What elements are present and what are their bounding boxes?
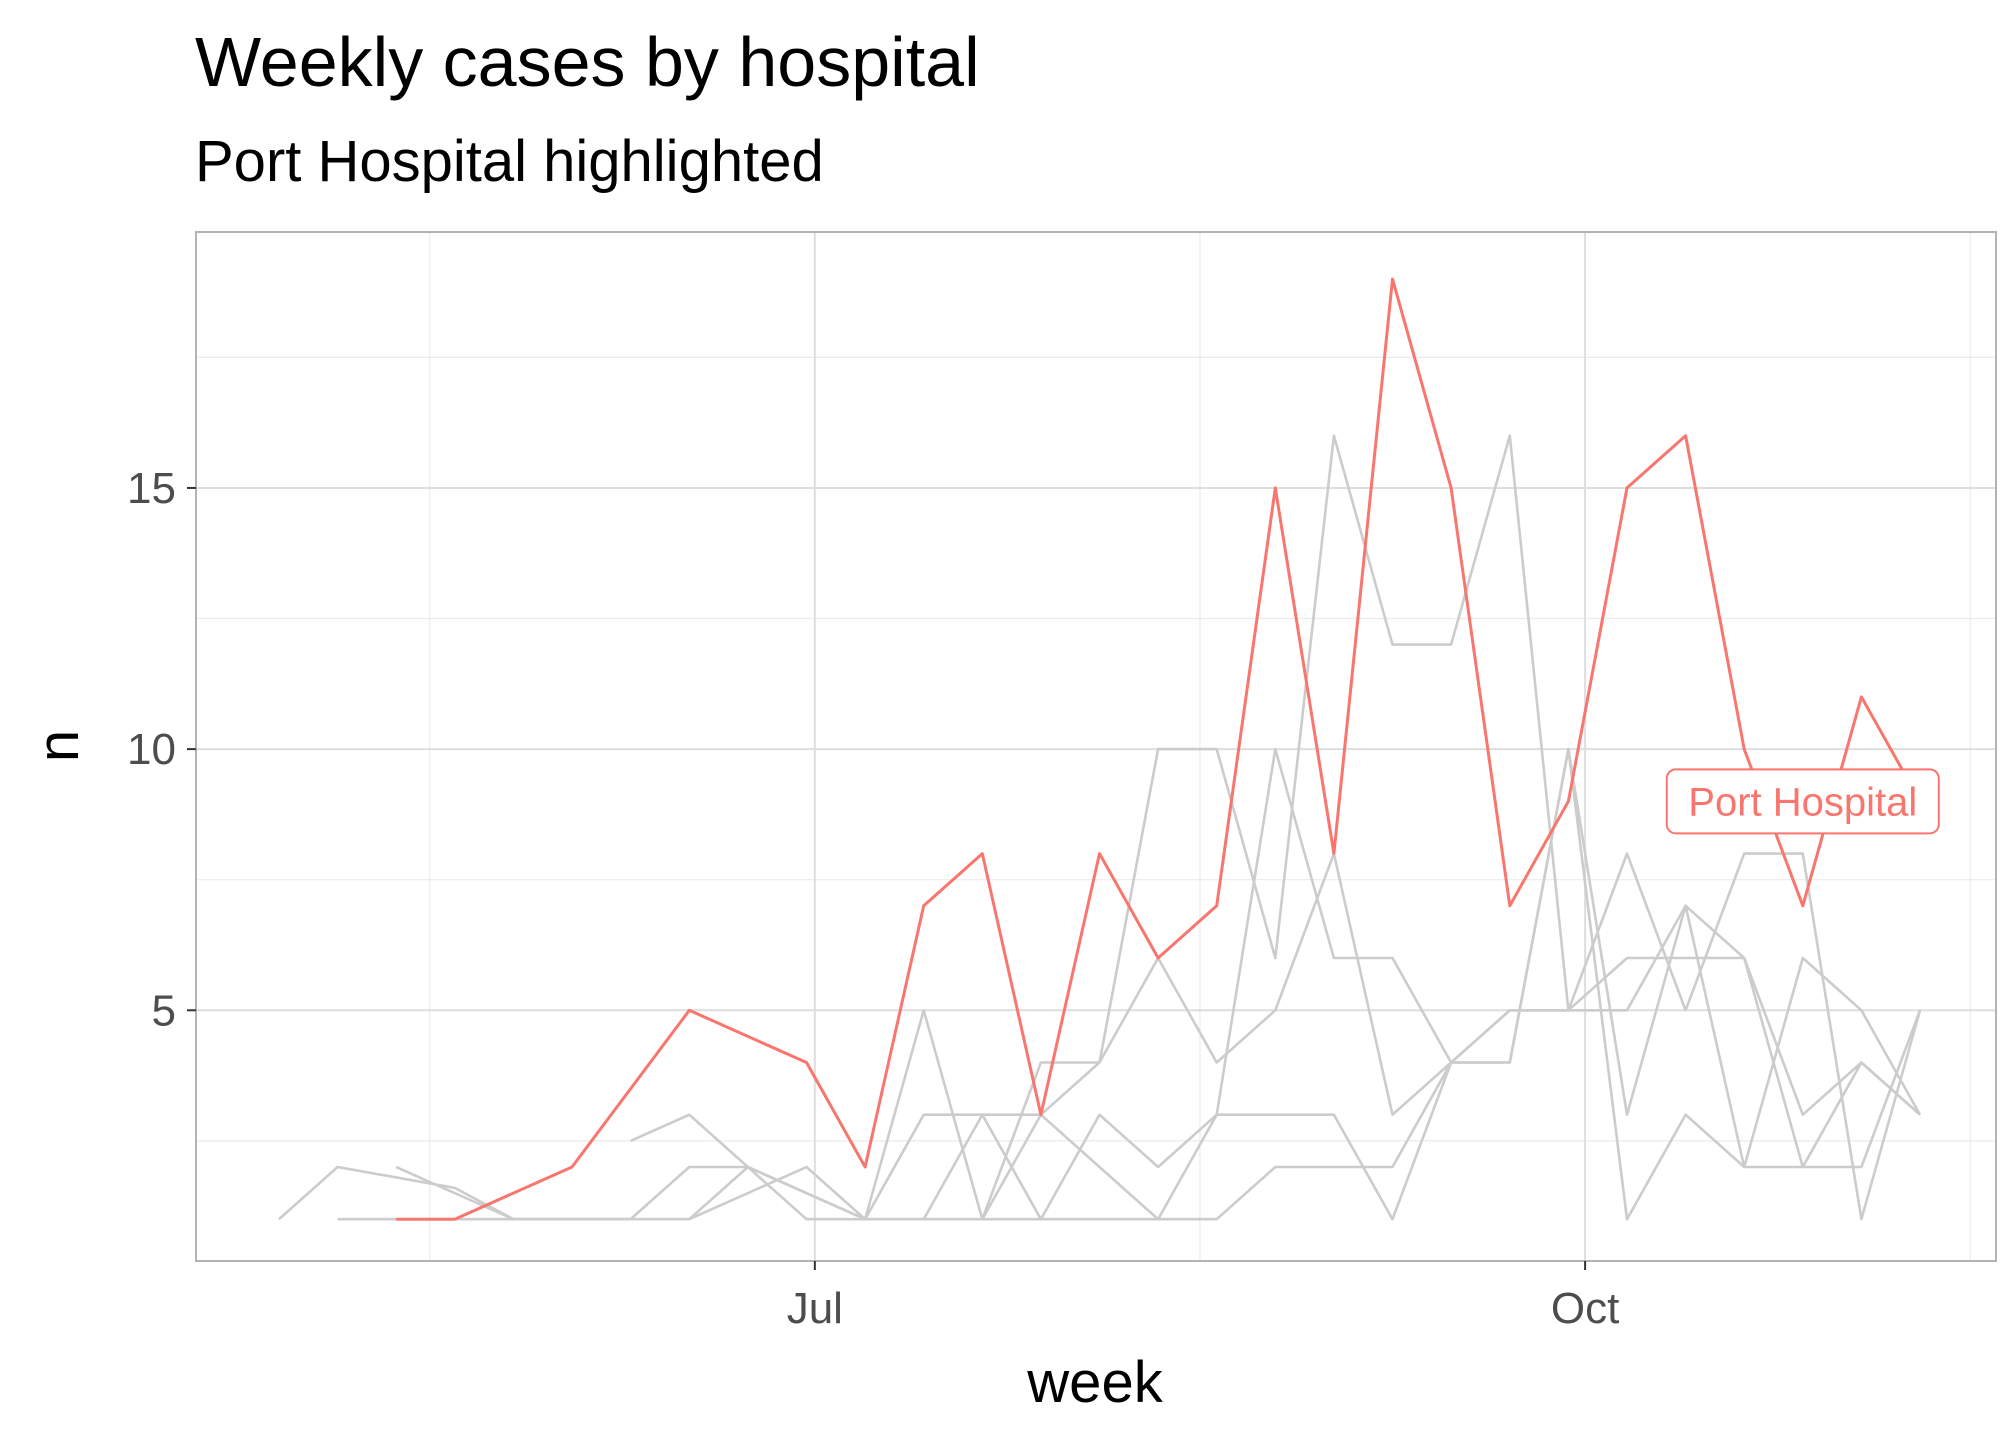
background-series xyxy=(278,434,1922,1221)
y-tick-label: 5 xyxy=(152,986,176,1035)
y-tick-label: 15 xyxy=(127,464,176,513)
series-line-other-hospital xyxy=(278,956,1921,1221)
grid-lines xyxy=(196,232,1996,1261)
series-line-other-hospital xyxy=(630,747,1922,1221)
highlighted-series xyxy=(396,277,1922,1221)
series-label: Port Hospital xyxy=(1665,768,1940,835)
axis-ticks: 5 10 15 Jul Oct xyxy=(127,464,1619,1333)
y-axis-title: n xyxy=(26,730,91,762)
series-line-port-hospital xyxy=(396,277,1922,1221)
series-label-text: Port Hospital xyxy=(1688,780,1917,824)
series-line-other-hospital xyxy=(981,852,1921,1220)
x-tick-label: Oct xyxy=(1551,1284,1619,1333)
panel-border xyxy=(195,231,1997,1262)
chart-title: Weekly cases by hospital xyxy=(195,23,980,101)
x-tick-label: Jul xyxy=(787,1284,843,1333)
chart-subtitle: Port Hospital highlighted xyxy=(195,129,824,194)
y-tick-label: 10 xyxy=(127,725,176,774)
series-line-other-hospital xyxy=(395,434,1922,1221)
series-label-box xyxy=(1665,768,1940,835)
x-axis-title: week xyxy=(1026,1350,1163,1415)
